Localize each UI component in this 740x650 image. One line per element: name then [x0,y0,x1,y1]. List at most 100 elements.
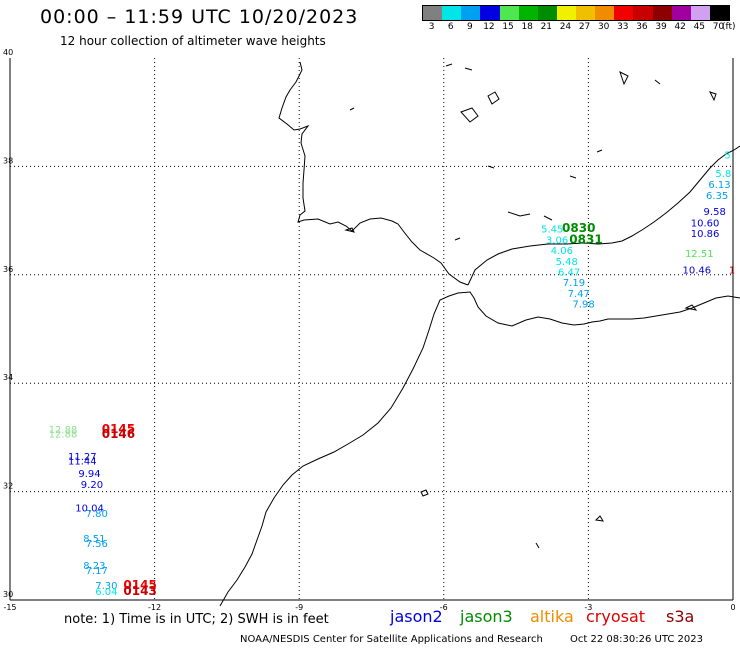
observation-label: 12.51 [685,249,714,260]
observation-label: 7.80 [86,509,108,520]
legend-swatch-3 [423,6,443,20]
color-legend [422,5,730,21]
observation-label: 5. [724,150,734,161]
observation-label: 7.47 [568,289,590,300]
legend-swatch-21 [537,6,557,20]
island-17 [454,237,461,241]
axis-tick-labels: -15 -12 -9 -6 -3 0 40 38 36 34 32 30 [3,48,736,612]
legend-label-33: 33 [617,22,629,32]
legend-label-27: 27 [578,22,591,32]
island-16 [349,107,355,111]
island-9 [654,79,661,85]
note-text: note: 1) Time is in UTC; 2) SWH is in fe… [64,612,329,627]
legend-label-24: 24 [559,22,572,32]
lat-lon-grid [9,58,734,601]
observation-label: 12.88 [49,429,78,440]
observation-label: 5.8 [715,169,731,180]
observation-label: 8.23 [83,561,105,572]
observation-label: 10.86 [691,229,720,240]
color-legend-labels: 3 6 9 12 15 18 21 24 27 30 33 36 39 42 45 70 (ft) [422,22,738,34]
observation-label: 0831 [569,232,602,246]
lon-tick--15: -15 [3,603,16,612]
lat-tick-36: 36 [3,265,13,274]
legend-label-30: 30 [597,22,610,32]
observation-label: 1 [729,266,735,277]
legend-unit: (ft) [722,22,736,32]
lat-tick-30: 30 [3,590,13,599]
satellite-cryosat: cryosat [586,607,646,626]
observation-label: 0830 [562,221,595,235]
lon-tick--9: -9 [295,603,303,612]
legend-swatch-42 [671,6,691,20]
legend-label-3: 3 [428,22,435,32]
legend-swatch-12 [480,6,500,20]
observation-label: 3.06 [546,235,568,246]
lon-tick-0: 0 [730,603,735,612]
island-5 [487,91,500,105]
legend-label-70: 70 [712,22,725,32]
island-3 [535,542,540,549]
observation-label: 5.45 [541,225,563,236]
legend-swatch-6 [442,6,462,20]
observation-label: 0146 [102,427,135,441]
observation-label: 0143 [123,584,156,598]
lat-tick-40: 40 [3,48,13,57]
island-13 [487,165,495,169]
legend-label-15: 15 [502,22,514,32]
observation-label: 9.20 [81,480,103,491]
legend-label-39: 39 [655,22,667,32]
footer-credit: NOAA/NESDIS Center for Satellite Applica… [240,634,543,645]
coastline [219,61,740,607]
legend-swatch-39 [652,6,672,20]
map-title: 00:00 – 11:59 UTC 10/20/2023 [40,6,359,28]
legend-swatch-36 [633,6,653,20]
legend-label-42: 42 [674,22,686,32]
lon-tick--6: -6 [440,603,448,612]
legend-swatch-15 [499,6,519,20]
lon-tick--3: -3 [584,603,592,612]
island-6 [445,63,453,67]
coastline-spain [467,145,740,286]
lon-tick--12: -12 [148,603,161,612]
observation-label: 9.94 [78,469,100,480]
legend-swatch-30 [595,6,615,20]
observation-label: 10.46 [683,266,712,277]
observation-label: 6.04 [95,587,117,598]
island-7 [464,67,473,71]
observation-label: 7.98 [572,299,594,310]
observation-label: 11.44 [68,457,97,468]
satellite-s3a: s3a [666,607,695,626]
island-8 [619,71,629,86]
legend-swatch-18 [518,6,538,20]
observation-label: 11.27 [68,452,97,463]
island-18 [684,304,698,311]
observation-label: 6.47 [558,267,580,278]
lat-tick-34: 34 [3,373,13,382]
footer-timestamp: Oct 22 08:30:26 UTC 2023 [570,634,703,645]
legend-swatch-9 [461,6,481,20]
observation-label: 6.35 [706,191,728,202]
legend-swatch-27 [576,6,596,20]
observation-label: 7.17 [86,566,108,577]
footer: NOAA/NESDIS Center for Satellite Applica… [240,634,703,645]
observation-label: 5.48 [556,257,578,268]
legend-swatch-33 [614,6,634,20]
observation-label: 0145 [123,578,156,592]
legend-label-36: 36 [636,22,648,32]
lat-tick-38: 38 [3,156,13,165]
legend-label-45: 45 [693,22,706,32]
observation-label: 12.88 [49,425,78,436]
observation-label: 8.51 [83,534,105,545]
observation-label: 7.30 [95,581,117,592]
legend-label-18: 18 [521,22,533,32]
map-subtitle: 12 hour collection of altimeter wave hei… [60,34,326,48]
island-4 [460,107,479,123]
satellite-jason3: jason3 [460,607,513,626]
observation-label: 10.60 [691,219,720,230]
island-10 [709,91,717,102]
observation-label: 7.19 [563,278,585,289]
island-15 [596,149,603,153]
legend-swatch-45 [690,6,710,20]
satellite-altika: altika [530,607,574,626]
